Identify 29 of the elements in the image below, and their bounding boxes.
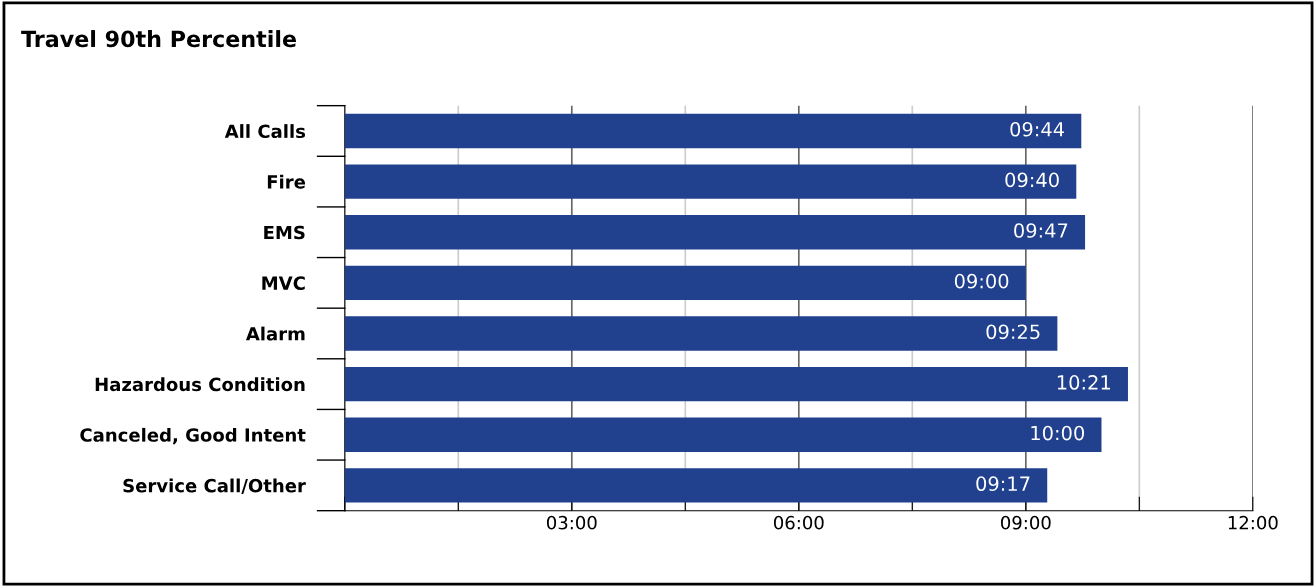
data-label: 09:47 [1014,223,1068,238]
bar [344,215,1086,250]
bar [344,316,1058,351]
y-tick-label: EMS [264,225,305,240]
y-tick-label: Hazardous Condition [95,377,305,392]
bar [344,164,1077,199]
x-tick-label: 03:00 [546,515,597,530]
x-tick-label: 06:00 [773,515,824,530]
data-label: 10:21 [1057,375,1110,390]
y-tick-label: Alarm [245,326,305,341]
data-label: 09:17 [976,476,1030,492]
bar [344,113,1082,149]
data-label: 09:40 [1005,172,1059,188]
text: Travel 90th Percentile [21,30,296,48]
bar [344,468,1048,503]
bar [344,417,1102,452]
bar [344,265,1026,301]
data-label: 10:00 [1031,425,1085,441]
y-tick-label: All Calls [224,124,306,139]
data-label: 09:00 [954,273,1009,289]
y-tick-label: Fire [267,174,306,189]
x-tick-label: 12:00 [1228,515,1278,530]
data-label: 09:44 [1010,121,1065,137]
data-label: 09:25 [986,324,1040,340]
y-tick-label: Service Call/Other [123,478,306,494]
y-tick-label: MVC [262,276,305,290]
x-tick-label: 09:00 [1001,515,1051,530]
y-tick-label: Canceled, Good Intent [80,427,306,445]
bar [344,366,1128,402]
